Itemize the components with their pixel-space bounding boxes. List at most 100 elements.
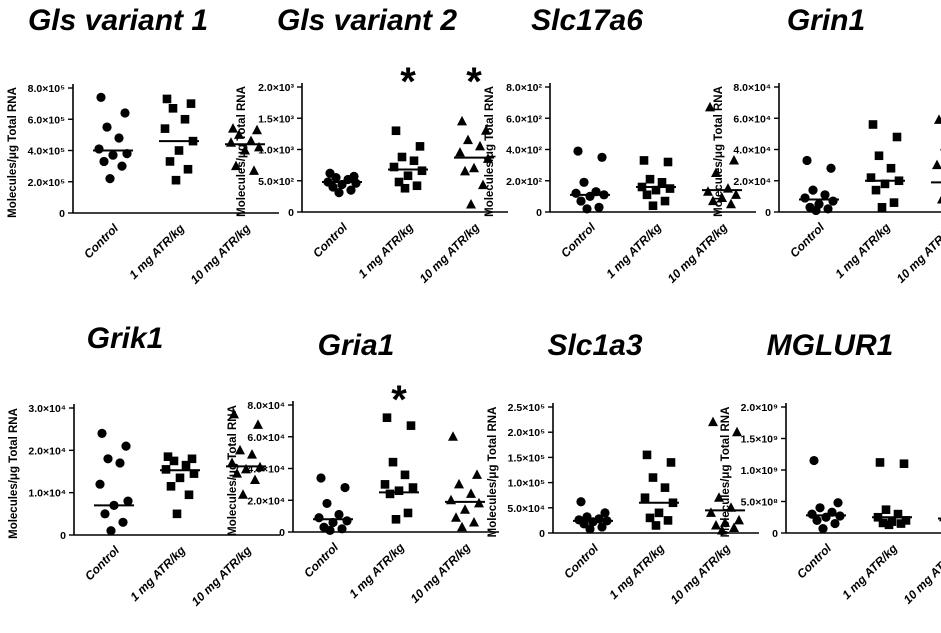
y-axis-label: Molecules/μg Total RNA <box>236 86 248 217</box>
data-point-triangle <box>729 154 739 165</box>
data-point-circle <box>351 178 361 188</box>
chart-title: Slc1a3 <box>547 329 642 362</box>
chart-title: MGLUR1 <box>767 329 894 362</box>
data-point-circle <box>811 205 821 216</box>
data-point-square <box>394 177 404 187</box>
data-point-square <box>665 184 675 193</box>
data-point-square <box>391 126 401 136</box>
data-point-square <box>648 473 658 482</box>
x-category-label: 10 mg ATR/kg <box>665 220 731 286</box>
data-point-square <box>660 196 670 206</box>
data-point-square <box>651 185 661 195</box>
data-point-circle <box>331 173 341 183</box>
data-point-square <box>171 175 181 185</box>
data-point-square <box>663 157 673 167</box>
x-category-label: 1 mg ATR/kg <box>603 220 664 281</box>
data-point-triangle <box>253 419 263 429</box>
data-point-triangle <box>472 469 482 479</box>
series-control: Control <box>82 428 134 583</box>
y-tick-label: 8.0×10⁴ <box>733 82 771 94</box>
data-point-square <box>189 469 199 478</box>
data-point-square <box>880 179 890 189</box>
data-point-circle <box>97 428 107 438</box>
chart-title: Gls variant 1 <box>28 4 208 37</box>
chart-panel-grik1: Grik1 Molecules/μg Total RNA 0 1.0×10⁴ 2.0×1… <box>8 322 280 609</box>
chart-title: Grik1 <box>87 322 164 355</box>
data-point-circle <box>571 188 581 198</box>
y-tick-label: 5.0×10² <box>258 176 294 188</box>
data-point-square <box>183 164 193 174</box>
series-1-mg-atr-kg: 1 mg ATR/kg <box>839 458 912 602</box>
data-point-circle <box>820 190 830 200</box>
data-point-circle <box>123 496 133 506</box>
data-point-triangle <box>457 115 467 126</box>
data-point-circle <box>102 122 112 132</box>
data-point-circle <box>328 182 338 192</box>
series-1-mg-atr-kg: 1 mg ATR/kg <box>127 452 200 604</box>
data-point-square <box>417 166 427 176</box>
y-tick-label: 0 <box>536 207 542 219</box>
data-point-circle <box>322 498 332 509</box>
data-point-triangle <box>937 195 941 204</box>
chart-title: Gls variant 2 <box>277 4 457 37</box>
data-point-circle <box>808 185 818 195</box>
x-category-label: 10 mg ATR/kg <box>188 221 254 287</box>
data-point-circle <box>316 473 326 483</box>
data-point-circle <box>573 146 583 156</box>
x-category-label: 10 mg ATR/kg <box>901 541 941 607</box>
data-point-triangle <box>457 521 467 532</box>
data-point-circle <box>800 193 810 203</box>
series-10-mg-atr-kg: 10 mg ATR/kg <box>188 123 265 287</box>
y-axis-label: Molecules/μg Total RNA <box>227 405 239 536</box>
data-point-circle <box>585 191 595 201</box>
data-point-square <box>388 457 398 467</box>
data-point-triangle <box>227 457 237 468</box>
data-point-square <box>639 156 649 165</box>
data-point-square <box>878 518 888 528</box>
data-point-circle <box>821 512 831 522</box>
data-point-square <box>866 173 876 182</box>
data-point-triangle <box>731 189 741 199</box>
y-tick-label: 1.5×10⁵ <box>508 452 545 464</box>
y-tick-label: 2.0×10³ <box>258 82 294 94</box>
data-point-circle <box>812 515 822 526</box>
data-point-triangle <box>235 444 245 455</box>
data-point-square <box>657 178 667 187</box>
data-point-square <box>642 190 652 200</box>
data-point-square <box>187 454 197 464</box>
data-point-circle <box>96 92 106 102</box>
data-point-circle <box>120 108 130 118</box>
data-point-circle <box>597 152 607 162</box>
data-point-square <box>174 146 184 155</box>
data-point-square <box>180 114 190 124</box>
data-point-square <box>162 94 172 104</box>
data-point-square <box>875 458 885 467</box>
y-tick-label: 0 <box>288 207 294 219</box>
data-point-square <box>175 473 185 483</box>
series-control: Control <box>561 497 613 581</box>
y-tick-label: 2.5×10⁵ <box>508 402 545 414</box>
data-point-square <box>403 171 413 181</box>
y-tick-label: 6.0×10⁴ <box>247 432 285 444</box>
data-point-triangle <box>448 431 458 441</box>
data-point-circle <box>594 202 604 212</box>
y-tick-label: 4.0×10⁵ <box>28 146 65 158</box>
data-point-circle <box>346 185 356 195</box>
y-tick-label: 1.0×10³ <box>258 145 294 157</box>
data-point-square <box>166 482 176 491</box>
data-point-triangle <box>238 489 248 499</box>
data-point-triangle <box>714 492 724 502</box>
data-point-triangle <box>232 468 242 478</box>
data-point-square <box>892 132 902 142</box>
data-point-circle <box>576 497 586 507</box>
data-point-square <box>408 483 418 492</box>
data-point-square <box>163 452 173 461</box>
data-point-triangle <box>254 141 264 152</box>
data-point-triangle <box>932 159 941 170</box>
y-tick-label: 1.0×10⁵ <box>508 478 545 490</box>
data-point-square <box>893 509 903 519</box>
significance-star: * <box>400 60 416 104</box>
data-point-square <box>409 156 419 166</box>
significance-star: * <box>466 60 482 104</box>
